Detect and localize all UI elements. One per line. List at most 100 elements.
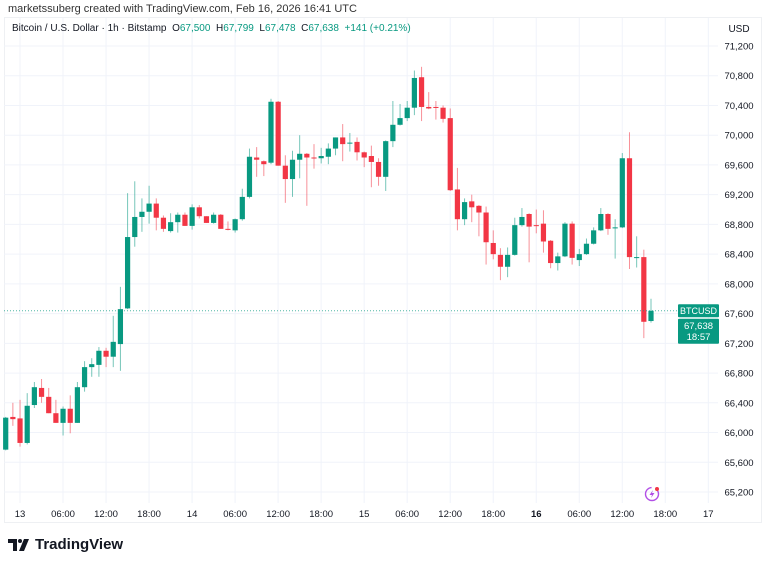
candle[interactable] xyxy=(38,379,45,403)
candle-body xyxy=(53,413,59,423)
candle-body xyxy=(562,223,568,257)
candle[interactable] xyxy=(368,145,374,188)
candle[interactable] xyxy=(325,143,331,165)
candle[interactable] xyxy=(74,381,80,423)
candle[interactable] xyxy=(555,252,561,271)
candle[interactable] xyxy=(203,216,210,223)
candle[interactable] xyxy=(218,213,224,229)
candle[interactable] xyxy=(440,105,446,123)
candle[interactable] xyxy=(512,217,518,256)
candle[interactable] xyxy=(10,402,16,426)
candle[interactable] xyxy=(347,132,353,152)
candle[interactable] xyxy=(289,150,296,197)
candle[interactable] xyxy=(89,358,95,377)
candle[interactable] xyxy=(591,227,597,245)
candle[interactable] xyxy=(562,222,568,258)
candle[interactable] xyxy=(261,160,267,177)
candle[interactable] xyxy=(404,101,410,122)
candle[interactable] xyxy=(225,221,231,231)
candle[interactable] xyxy=(526,213,532,263)
candle[interactable] xyxy=(634,236,640,268)
candle[interactable] xyxy=(168,213,174,233)
candle[interactable] xyxy=(576,248,582,267)
candle[interactable] xyxy=(540,210,547,253)
candle[interactable] xyxy=(483,206,489,265)
candle[interactable] xyxy=(490,230,496,260)
candle[interactable] xyxy=(332,137,339,156)
candle[interactable] xyxy=(469,194,475,223)
candle[interactable] xyxy=(354,137,360,161)
candle[interactable] xyxy=(397,103,403,126)
candle[interactable] xyxy=(583,238,590,255)
candle[interactable] xyxy=(282,155,288,203)
candle[interactable] xyxy=(182,212,188,226)
candle-body xyxy=(211,214,217,223)
candle[interactable] xyxy=(612,219,618,259)
candle[interactable] xyxy=(569,221,575,265)
candle[interactable] xyxy=(497,248,504,281)
candle[interactable] xyxy=(383,140,389,191)
candle[interactable] xyxy=(648,298,654,323)
candle[interactable] xyxy=(626,132,633,269)
candle[interactable] xyxy=(268,98,274,165)
candle[interactable] xyxy=(53,399,59,423)
candle[interactable] xyxy=(153,198,159,231)
candle[interactable] xyxy=(641,249,647,339)
candle[interactable] xyxy=(17,399,23,447)
candle[interactable] xyxy=(254,147,260,177)
candle[interactable] xyxy=(67,395,73,434)
candle[interactable] xyxy=(160,215,167,232)
candle-body xyxy=(641,257,647,322)
candle[interactable] xyxy=(60,406,66,436)
candle[interactable] xyxy=(117,286,124,371)
candle[interactable] xyxy=(519,208,525,227)
candle[interactable] xyxy=(605,213,611,235)
candle[interactable] xyxy=(297,135,303,179)
candle[interactable] xyxy=(548,240,554,269)
candle[interactable] xyxy=(454,167,461,231)
currency-label[interactable]: USD xyxy=(728,24,749,35)
candle[interactable] xyxy=(110,315,116,368)
candle[interactable] xyxy=(340,124,346,162)
candle[interactable] xyxy=(96,347,102,377)
candle[interactable] xyxy=(246,148,253,199)
candle[interactable] xyxy=(533,209,539,234)
candle[interactable] xyxy=(24,393,30,445)
candle[interactable] xyxy=(46,387,52,414)
candle[interactable] xyxy=(318,147,324,164)
candle[interactable] xyxy=(426,92,432,110)
candle[interactable] xyxy=(275,101,281,166)
candle[interactable] xyxy=(304,153,310,206)
candle[interactable] xyxy=(103,347,109,368)
candle[interactable] xyxy=(196,205,202,219)
candle[interactable] xyxy=(175,212,181,233)
candle[interactable] xyxy=(476,205,482,237)
symbol-title[interactable]: Bitcoin / U.S. Dollar · 1h · Bitstamp xyxy=(12,23,167,34)
candle[interactable] xyxy=(390,101,396,148)
candle[interactable] xyxy=(311,144,317,169)
candle[interactable] xyxy=(31,381,37,409)
candle[interactable] xyxy=(461,198,468,226)
candle[interactable] xyxy=(411,70,417,116)
candle[interactable] xyxy=(433,101,439,120)
tradingview-logo[interactable]: TradingView xyxy=(8,536,123,553)
candle[interactable] xyxy=(361,151,367,168)
candle[interactable] xyxy=(3,416,9,451)
candle[interactable] xyxy=(124,193,131,310)
candle[interactable] xyxy=(505,247,511,278)
candle[interactable] xyxy=(211,212,217,224)
lightning-icon[interactable] xyxy=(644,486,660,502)
candle[interactable] xyxy=(619,153,625,229)
candle[interactable] xyxy=(232,218,238,233)
candle[interactable] xyxy=(375,158,382,186)
candle[interactable] xyxy=(447,108,453,191)
candle[interactable] xyxy=(139,198,145,232)
candle[interactable] xyxy=(598,208,604,232)
candle[interactable] xyxy=(81,361,88,392)
candle[interactable] xyxy=(132,181,138,247)
candle[interactable] xyxy=(146,185,152,224)
candle[interactable] xyxy=(239,188,245,221)
candle[interactable] xyxy=(418,66,425,122)
candle[interactable] xyxy=(189,204,195,230)
